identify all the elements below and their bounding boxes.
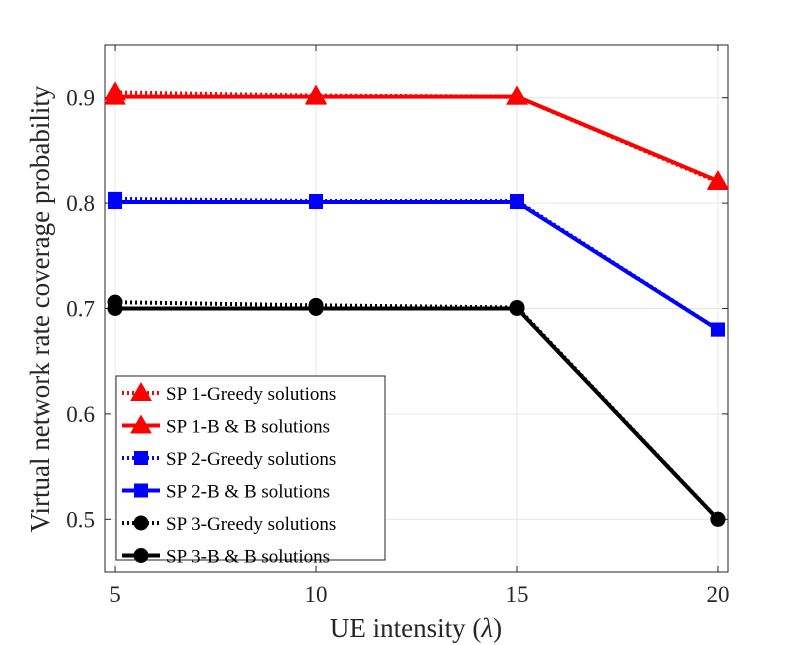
series-6 [107, 301, 726, 527]
data-point-marker [506, 85, 528, 105]
x-tick-label: 15 [505, 582, 528, 607]
data-point-marker [707, 169, 729, 189]
legend-entry: SP 3-Greedy solutions [122, 514, 336, 535]
series-3 [108, 191, 725, 337]
legend-label: SP 3-B & B solutions [166, 547, 330, 568]
data-point-marker [710, 511, 726, 527]
series-line [115, 306, 720, 521]
series-line [115, 200, 720, 332]
series-line [115, 300, 720, 521]
legend-label: SP 1-Greedy solutions [166, 384, 336, 405]
data-point-marker [509, 301, 525, 316]
legend-entries: SP 1-Greedy solutions SP 1-B & B solution… [122, 381, 336, 568]
x-tick-label: 10 [305, 582, 328, 607]
data-point-marker [309, 195, 324, 210]
legend-entry: SP 1-B & B solutions [122, 414, 330, 438]
legend-entry: SP 2-Greedy solutions [122, 449, 336, 470]
y-tick-label: 0.9 [66, 86, 95, 111]
y-axis-label: Virtual network rate coverage probabilit… [25, 85, 55, 532]
legend-label: SP 2-Greedy solutions [166, 449, 336, 470]
data-point-marker [308, 301, 324, 316]
y-tick-label: 0.8 [66, 191, 95, 216]
series-line [115, 90, 719, 184]
data-point-marker [509, 195, 524, 210]
x-axis-label: UE intensity (λ) [330, 613, 502, 643]
legend: SP 1-Greedy solutions SP 1-B & B solution… [115, 375, 386, 568]
data-point-marker [108, 195, 123, 210]
legend-label: SP 2-B & B solutions [166, 482, 330, 503]
data-point-marker [305, 85, 327, 105]
x-tick-label: 20 [706, 582, 729, 607]
y-tick-label: 0.6 [66, 402, 95, 427]
legend-marker [134, 483, 148, 498]
data-point-marker [107, 301, 123, 316]
y-tick-label: 0.7 [66, 297, 95, 322]
legend-marker [133, 548, 149, 563]
x-tick-label: 5 [109, 582, 121, 607]
legend-box [115, 375, 386, 561]
legend-marker [130, 414, 152, 434]
legend-entry: SP 3-B & B solutions [122, 547, 330, 568]
legend-marker [134, 451, 148, 465]
series-line [115, 94, 719, 183]
series-4 [108, 195, 725, 337]
y-tick-label: 0.5 [66, 507, 95, 532]
legend-entry: SP 2-B & B solutions [122, 482, 330, 503]
legend-entry: SP 1-Greedy solutions [122, 381, 336, 405]
series-2 [104, 85, 729, 189]
axis-ticks: 5 10 15 20 0.5 0.6 0.7 0.8 0.9 [66, 45, 729, 607]
legend-marker [133, 515, 149, 531]
data-point-marker [104, 85, 126, 105]
legend-label: SP 1-B & B solutions [166, 417, 330, 438]
data-point-marker [710, 322, 725, 337]
legend-marker [130, 381, 152, 401]
legend-label: SP 3-Greedy solutions [166, 514, 336, 535]
series-group [104, 81, 729, 527]
